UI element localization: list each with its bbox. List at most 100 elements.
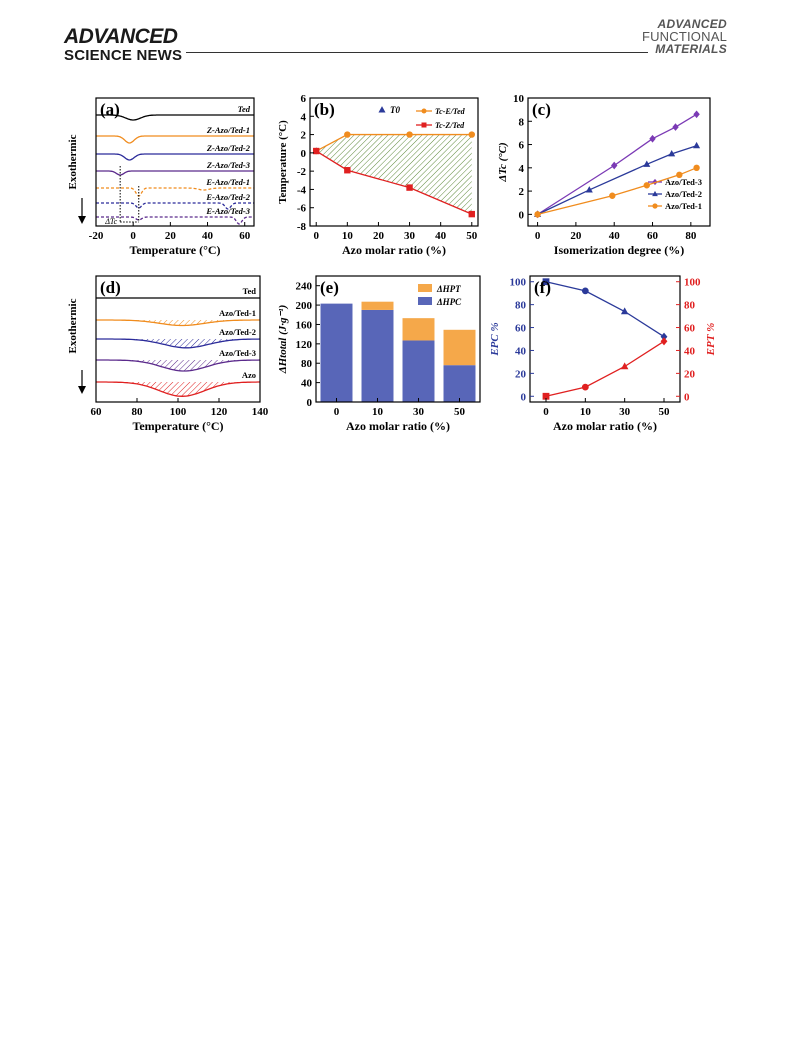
panel-e-enthalpy-bar-chart: 0 10 30 50 0 40 80 120 160 200 240 ΔHtotal (J·g⁻¹) A…	[277, 275, 481, 433]
panel-d-hatch-3	[116, 360, 252, 371]
panel-c-xtick-label-4: 80	[685, 230, 697, 242]
panel-c-point-1-3	[668, 150, 676, 157]
header-right-advanced: ADVANCED	[657, 17, 727, 31]
panel-f-left-ytick-label-3: 60	[515, 323, 527, 335]
panel-c-ytick-label-4: 8	[519, 116, 525, 128]
panel-c-point-2-4	[693, 164, 700, 172]
panel-b-legend-marker-2	[421, 122, 427, 128]
panel-b-ytick-label-5: 2	[301, 130, 307, 142]
panel-f-right-ytick-label-3: 60	[684, 323, 696, 335]
panel-f-label: (f)	[534, 278, 551, 297]
panel-f-line-left	[545, 281, 665, 338]
panel-f-ylabel-left: EPC %	[489, 322, 501, 356]
panel-c-xlabel: Isomerization degree (%)	[554, 243, 684, 257]
journal-header-left: ADVANCED SCIENCE NEWS	[64, 26, 182, 63]
panel-d-curve-1	[96, 319, 260, 327]
panel-a-series-label-3: Z-Azo/Ted-3	[206, 160, 251, 170]
panel-d-series-label-2: Azo/Ted-2	[219, 327, 256, 337]
panel-e-label: (e)	[320, 278, 339, 297]
panel-d-label: (d)	[100, 278, 121, 297]
panel-a-xtick-label-4: 60	[239, 230, 251, 242]
panel-f-point-right-0	[542, 392, 550, 400]
panel-a-ylabel: Exothermic	[67, 134, 79, 189]
panel-a-series-label-1: Z-Azo/Ted-1	[206, 125, 250, 135]
panel-f-right-ytick-label-5: 100	[684, 277, 701, 289]
panel-f-point-right-2	[620, 362, 629, 370]
panel-a-xtick-label-2: 20	[165, 230, 177, 242]
panel-c-ytick-label-0: 0	[519, 209, 525, 221]
panel-b-legend-marker-1	[421, 108, 427, 114]
panel-c-xtick-label-0: 0	[535, 230, 541, 242]
panel-e-ytick-label-5: 200	[296, 300, 313, 312]
panel-a-curve-6	[96, 216, 254, 225]
panel-f-ylabel-right: EPT %	[705, 323, 717, 357]
panel-f-line-right	[545, 340, 665, 397]
panel-a-xlabel: Temperature (°C)	[129, 243, 220, 257]
panel-b-xlabel: Azo molar ratio (%)	[342, 243, 446, 257]
panel-e-legend-swatch-1	[418, 297, 432, 305]
panel-c-isomerization-chart: Azo/Ted-3 Azo/Ted-2 Azo/Ted-1 0 20 40 60 80 0 2 4 6…	[497, 93, 711, 257]
panel-b-xtick-label-0: 0	[313, 230, 319, 242]
panel-a-curve-4	[96, 187, 254, 197]
panel-d-xtick-label-4: 140	[252, 406, 269, 418]
panel-a-xtick-label-0: -20	[89, 230, 104, 242]
panel-b-label: (b)	[314, 100, 335, 119]
panel-e-bar-0-0	[320, 303, 353, 402]
panel-c-point-2-0	[534, 211, 541, 218]
panel-c-xtick-label-2: 40	[609, 230, 621, 242]
panel-e-bar-1-3	[443, 329, 476, 366]
panel-a-curve-5	[96, 202, 254, 210]
panel-f-left-ytick-label-4: 80	[515, 300, 527, 312]
panel-a-series-label-0: Ted	[238, 104, 251, 114]
panel-c-point-1-1	[585, 186, 593, 193]
panel-e-legend-swatch-0	[418, 284, 432, 292]
panel-b-point-2-2	[406, 184, 413, 191]
panel-f-point-left-2	[620, 307, 629, 315]
panel-d-xtick-label-3: 120	[211, 406, 228, 418]
panel-d-xlabel: Temperature (°C)	[132, 419, 223, 433]
panel-d-xtick-label-0: 60	[91, 406, 103, 418]
panel-d-xtick-label-2: 100	[170, 406, 187, 418]
panel-a-dsc-curves: Exothermic Ted Z-Azo/Ted-1 Z-Azo/Ted-2 Z-Azo…	[67, 97, 255, 257]
panel-b-legend-text-0: T0	[390, 105, 400, 115]
panel-b-hatched-area	[316, 134, 472, 215]
panel-a-dtc-label: ΔTc	[104, 217, 117, 226]
panel-e-xtick-label-0: 0	[334, 406, 340, 418]
panel-a-xtick-label-3: 40	[202, 230, 214, 242]
panel-f-xlabel: Azo molar ratio (%)	[553, 419, 657, 433]
panel-c-ytick-label-2: 4	[519, 163, 525, 175]
panel-b-ytick-label-3: -2	[297, 166, 307, 178]
panel-c-legend-text-1: Azo/Ted-2	[665, 189, 702, 199]
panel-b-point-2-1	[344, 167, 351, 174]
panel-c-legend-text-2: Azo/Ted-1	[665, 201, 702, 211]
panel-d-series-label-0: Ted	[243, 286, 257, 296]
panel-a-label: (a)	[100, 100, 120, 119]
panel-e-bar-1-2	[402, 318, 435, 341]
panel-b-line-1	[315, 133, 472, 152]
panel-e-bar-0-1	[361, 309, 394, 402]
panel-c-point-0-4	[693, 110, 700, 119]
panel-c-point-0-3	[672, 123, 679, 131]
panel-c-ytick-label-1: 2	[519, 186, 525, 198]
panel-f-point-left-1	[581, 287, 589, 295]
panel-e-ytick-label-1: 40	[301, 378, 313, 390]
panel-f-right-ytick-label-2: 40	[684, 345, 696, 357]
panel-a-series-label-2: Z-Azo/Ted-2	[206, 143, 251, 153]
panel-d-arrow-head	[78, 386, 86, 394]
panel-a-arrow-head	[78, 216, 86, 224]
panel-e-ytick-label-6: 240	[296, 281, 313, 293]
panel-f-left-ytick-label-1: 20	[515, 368, 527, 380]
panel-e-xlabel: Azo molar ratio (%)	[346, 419, 450, 433]
panel-f-point-left-3	[660, 332, 668, 341]
panel-c-ytick-label-5: 10	[513, 93, 525, 105]
panel-f-left-ytick-label-0: 0	[521, 391, 527, 403]
panel-e-ytick-label-0: 0	[307, 397, 313, 409]
panel-b-ytick-label-0: -8	[297, 221, 307, 233]
panel-f-point-left-0	[542, 278, 550, 286]
panel-d-hatch-4	[114, 382, 250, 397]
panel-b-point-1-3	[468, 131, 475, 138]
panel-b-xtick-label-4: 40	[435, 230, 447, 242]
panel-e-ytick-label-4: 160	[296, 319, 313, 331]
panel-b-point-1-2	[406, 131, 413, 138]
panel-b-xtick-label-1: 10	[342, 230, 354, 242]
